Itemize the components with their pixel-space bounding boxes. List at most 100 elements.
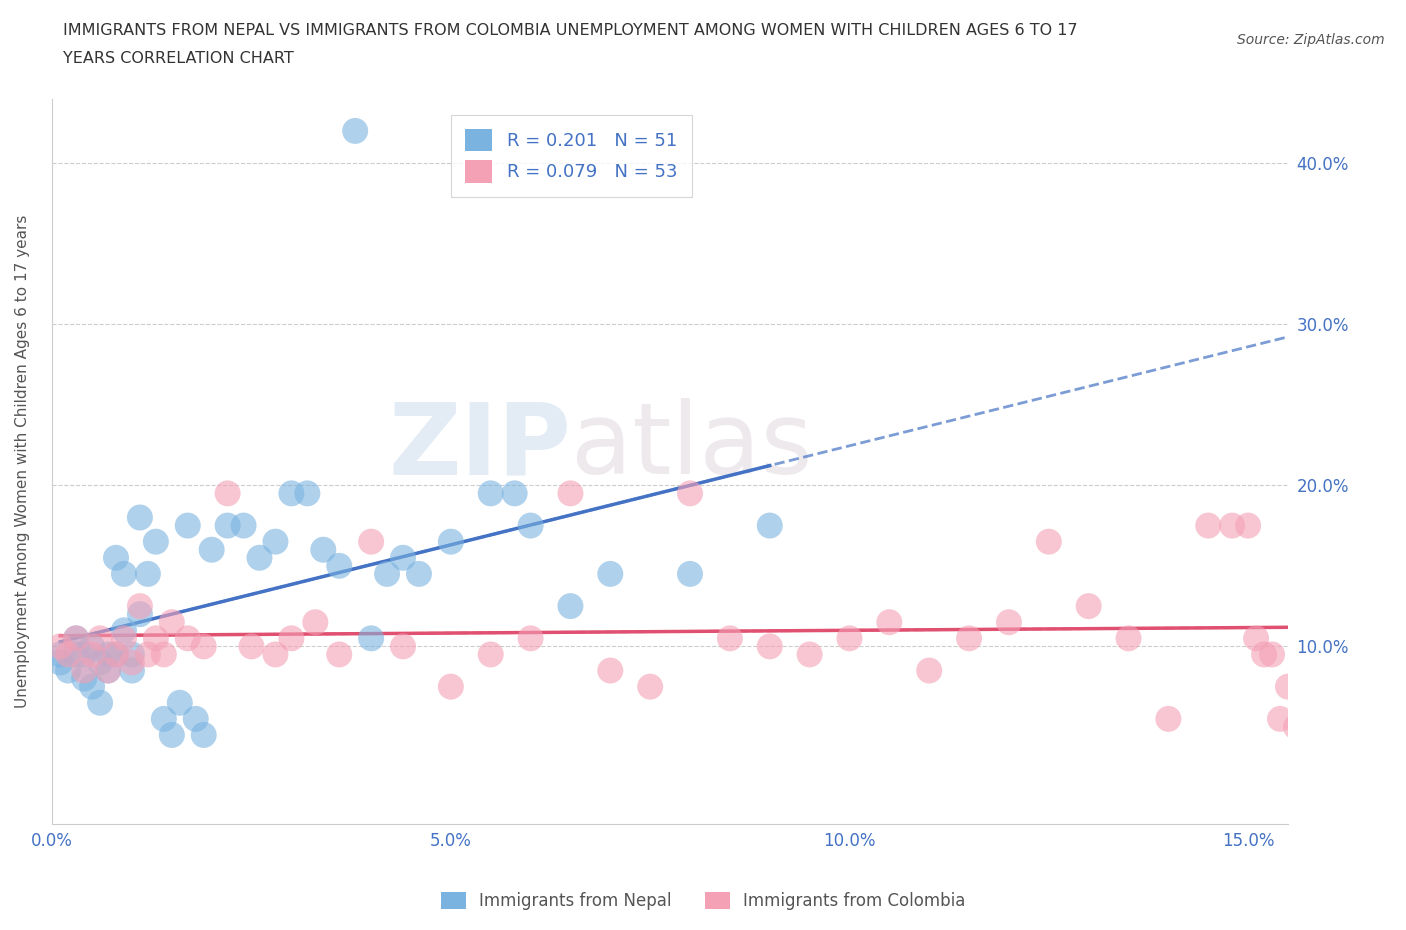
Point: [328, 558, 350, 573]
Text: atlas: atlas: [571, 398, 813, 495]
Point: [1237, 518, 1260, 533]
Point: [297, 485, 319, 500]
Point: [328, 647, 350, 662]
Point: [440, 534, 463, 549]
Point: [599, 663, 621, 678]
Point: [193, 639, 215, 654]
Point: [1118, 631, 1140, 645]
Point: [169, 696, 191, 711]
Point: [97, 647, 120, 662]
Point: [89, 696, 111, 711]
Point: [240, 639, 263, 654]
Point: [65, 647, 87, 662]
Point: [440, 679, 463, 694]
Point: [1277, 679, 1299, 694]
Point: [280, 485, 302, 500]
Point: [264, 647, 287, 662]
Point: [879, 615, 901, 630]
Point: [153, 711, 176, 726]
Legend: Immigrants from Nepal, Immigrants from Colombia: Immigrants from Nepal, Immigrants from C…: [434, 885, 972, 917]
Point: [479, 485, 502, 500]
Point: [160, 727, 183, 742]
Point: [184, 711, 207, 726]
Point: [97, 663, 120, 678]
Point: [1157, 711, 1180, 726]
Point: [73, 671, 96, 686]
Point: [304, 615, 326, 630]
Point: [105, 647, 128, 662]
Point: [89, 655, 111, 670]
Point: [1285, 720, 1308, 735]
Point: [105, 647, 128, 662]
Point: [503, 485, 526, 500]
Point: [1077, 599, 1099, 614]
Point: [1253, 647, 1275, 662]
Text: Source: ZipAtlas.com: Source: ZipAtlas.com: [1237, 33, 1385, 46]
Point: [838, 631, 860, 645]
Point: [519, 518, 541, 533]
Point: [129, 599, 152, 614]
Point: [1268, 711, 1291, 726]
Point: [718, 631, 741, 645]
Point: [112, 623, 135, 638]
Point: [1244, 631, 1267, 645]
Text: IMMIGRANTS FROM NEPAL VS IMMIGRANTS FROM COLOMBIA UNEMPLOYMENT AMONG WOMEN WITH : IMMIGRANTS FROM NEPAL VS IMMIGRANTS FROM…: [63, 23, 1078, 38]
Point: [89, 631, 111, 645]
Y-axis label: Unemployment Among Women with Children Ages 6 to 17 years: Unemployment Among Women with Children A…: [15, 215, 30, 708]
Point: [1197, 518, 1219, 533]
Point: [121, 655, 143, 670]
Point: [201, 542, 224, 557]
Point: [153, 647, 176, 662]
Point: [160, 615, 183, 630]
Point: [217, 485, 239, 500]
Point: [136, 647, 159, 662]
Text: ZIP: ZIP: [388, 398, 571, 495]
Point: [80, 679, 103, 694]
Point: [638, 679, 661, 694]
Point: [80, 639, 103, 654]
Point: [177, 518, 200, 533]
Point: [998, 615, 1021, 630]
Point: [73, 663, 96, 678]
Legend: R = 0.201   N = 51, R = 0.079   N = 53: R = 0.201 N = 51, R = 0.079 N = 53: [451, 115, 692, 197]
Point: [56, 663, 79, 678]
Point: [105, 551, 128, 565]
Point: [360, 534, 382, 549]
Point: [49, 647, 72, 662]
Point: [344, 124, 367, 139]
Point: [679, 485, 702, 500]
Point: [232, 518, 254, 533]
Point: [112, 566, 135, 581]
Point: [679, 566, 702, 581]
Point: [758, 518, 780, 533]
Point: [392, 639, 415, 654]
Point: [177, 631, 200, 645]
Point: [193, 727, 215, 742]
Point: [129, 606, 152, 621]
Point: [360, 631, 382, 645]
Point: [799, 647, 821, 662]
Point: [145, 631, 167, 645]
Point: [392, 551, 415, 565]
Point: [1220, 518, 1243, 533]
Point: [49, 639, 72, 654]
Point: [1261, 647, 1284, 662]
Point: [97, 663, 120, 678]
Point: [49, 655, 72, 670]
Point: [519, 631, 541, 645]
Point: [80, 647, 103, 662]
Point: [65, 631, 87, 645]
Point: [264, 534, 287, 549]
Point: [408, 566, 430, 581]
Point: [375, 566, 398, 581]
Point: [918, 663, 941, 678]
Point: [560, 485, 582, 500]
Point: [121, 647, 143, 662]
Point: [280, 631, 302, 645]
Point: [56, 647, 79, 662]
Point: [121, 663, 143, 678]
Point: [312, 542, 335, 557]
Point: [129, 510, 152, 525]
Point: [217, 518, 239, 533]
Point: [758, 639, 780, 654]
